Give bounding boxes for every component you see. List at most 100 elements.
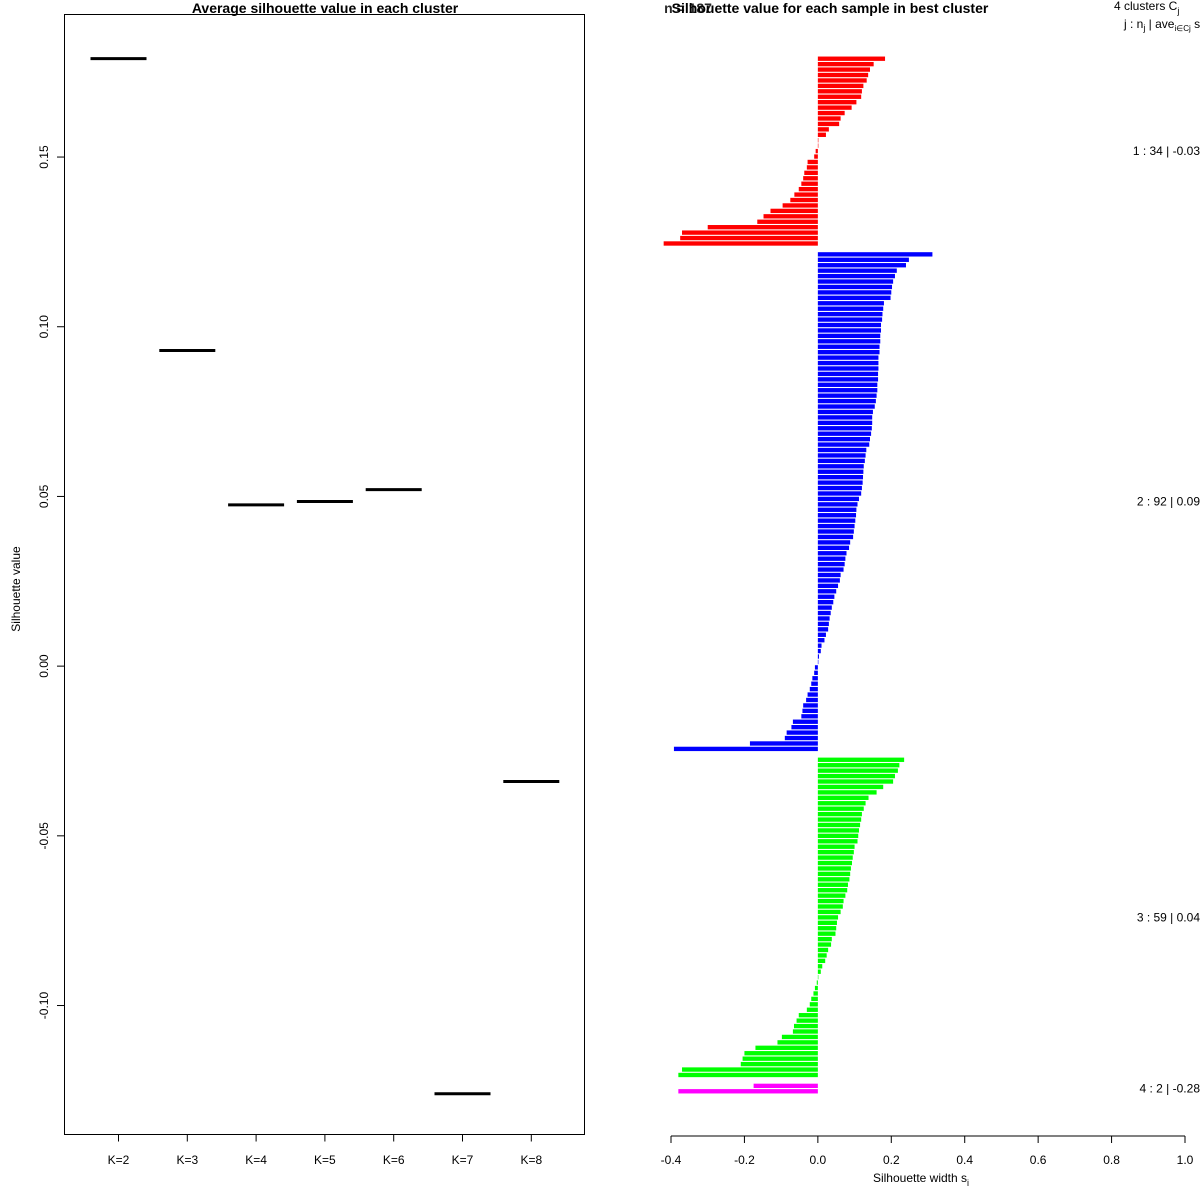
- sample-bar-cluster-3: [817, 795, 869, 800]
- sample-bar-cluster-1: [817, 138, 819, 143]
- sample-bar-cluster-2: [792, 719, 818, 724]
- left-y-tick-label: 0.05: [37, 484, 51, 508]
- sample-bar-cluster-3: [817, 882, 848, 887]
- sample-bar-cluster-1: [763, 214, 818, 219]
- right-x-tick-label: -0.2: [734, 1153, 755, 1167]
- sample-bar-cluster-2: [817, 578, 840, 583]
- sample-bar-cluster-2: [817, 638, 825, 643]
- sample-bar-cluster-2: [673, 746, 818, 752]
- sample-bar-cluster-2: [817, 350, 880, 355]
- left-x-tick-label: K=8: [520, 1153, 542, 1167]
- sample-bar-cluster-3: [817, 849, 854, 855]
- sample-bar-cluster-2: [809, 686, 818, 692]
- sample-bar-cluster-2: [803, 703, 818, 708]
- sample-bar-cluster-2: [812, 676, 818, 681]
- sample-bar-cluster-3: [796, 1018, 818, 1023]
- sample-bar-cluster-1: [807, 159, 818, 165]
- right-x-tick-label: -0.4: [661, 1153, 682, 1167]
- left-x-tick-label: K=6: [383, 1153, 405, 1167]
- sample-bar-cluster-2: [817, 311, 883, 317]
- sample-bar-cluster-2: [784, 735, 818, 741]
- sample-bar-cluster-3: [792, 1029, 818, 1034]
- sample-bar-cluster-1: [817, 67, 870, 72]
- sample-bar-cluster-2: [817, 447, 867, 453]
- sample-bar-cluster-1: [817, 94, 862, 99]
- sample-bar-cluster-2: [817, 643, 822, 648]
- sample-bar-cluster-2: [817, 621, 829, 627]
- sample-bar-cluster-3: [817, 790, 877, 795]
- sample-bar-cluster-2: [817, 306, 884, 311]
- sample-bar-cluster-3: [809, 1002, 818, 1007]
- sample-bar-cluster-3: [742, 1056, 818, 1061]
- sample-bar-cluster-3: [817, 828, 859, 833]
- sample-bar-cluster-2: [817, 502, 858, 507]
- sample-bar-cluster-1: [803, 176, 818, 181]
- sample-bar-cluster-2: [817, 290, 892, 295]
- sample-bar-cluster-2: [817, 605, 832, 610]
- sample-bar-cluster-1: [815, 148, 818, 154]
- sample-bar-cluster-1: [794, 192, 818, 197]
- sample-bar-cluster-3: [793, 1023, 818, 1029]
- sample-bar-cluster-2: [817, 518, 856, 523]
- sample-bar-cluster-2: [817, 523, 855, 529]
- sample-bar-cluster-2: [817, 545, 850, 551]
- sample-bar-cluster-3: [817, 773, 895, 779]
- sample-bar-cluster-2: [817, 513, 857, 518]
- sample-bar-cluster-2: [817, 279, 894, 284]
- sample-bar-cluster-1: [817, 110, 845, 116]
- sample-bar-cluster-2: [817, 404, 875, 409]
- sample-bar-cluster-1: [682, 230, 818, 235]
- sample-bar-cluster-3: [817, 871, 851, 877]
- sample-bar-cluster-3: [817, 898, 844, 904]
- sample-bar-cluster-1: [817, 83, 864, 89]
- sample-bar-cluster-1: [790, 197, 818, 203]
- right-x-tick-label: 0.4: [956, 1153, 973, 1167]
- right-x-axis: -0.4 -0.2 0.0 0.2 0.4 0.6 0.8 1.0: [661, 1135, 1194, 1167]
- sample-bar-cluster-2: [817, 263, 906, 268]
- sample-bar-cluster-3: [817, 936, 832, 942]
- sample-bar-cluster-2: [817, 610, 831, 616]
- right-x-tick-label: 0.6: [1030, 1153, 1047, 1167]
- left-y-tick-label: 0.00: [37, 654, 51, 678]
- sample-bar-cluster-2: [817, 420, 873, 426]
- sample-bar-cluster-2: [817, 328, 882, 333]
- sample-bar-cluster-1: [801, 181, 818, 186]
- sample-bar-cluster-1: [782, 203, 818, 208]
- sample-bar-cluster-3: [817, 757, 905, 762]
- right-silhouette-bars: [663, 56, 933, 1094]
- sample-bar-cluster-2: [817, 491, 862, 496]
- cluster-summary-2: 2 : 92 | 0.09: [1137, 495, 1200, 509]
- left-x-axis: K=2 K=3 K=4 K=5 K=6 K=7 K=8: [108, 1134, 542, 1167]
- sample-bar-cluster-2: [817, 551, 847, 556]
- right-x-axis-label: Silhouette width si: [873, 1171, 969, 1188]
- sample-bar-cluster-2: [817, 360, 879, 366]
- left-x-tick-label: K=4: [245, 1153, 267, 1167]
- sample-bar-cluster-3: [817, 931, 836, 936]
- sample-bar-cluster-2: [817, 485, 862, 491]
- left-plot-frame: [64, 14, 585, 1135]
- sample-bar-cluster-2: [811, 681, 818, 686]
- sample-bar-cluster-2: [817, 426, 872, 431]
- sample-bar-cluster-1: [804, 170, 818, 176]
- sample-bar-cluster-2: [817, 627, 829, 632]
- sample-bar-cluster-3: [817, 953, 827, 958]
- sample-bar-cluster-3: [816, 980, 818, 985]
- left-x-tick-label: K=5: [314, 1153, 336, 1167]
- left-y-tick-label: -0.10: [37, 992, 51, 1020]
- sample-bar-cluster-2: [817, 398, 876, 404]
- sample-bar-cluster-2: [817, 599, 834, 605]
- sample-bar-cluster-2: [817, 572, 841, 578]
- sample-bar-cluster-2: [817, 409, 873, 415]
- left-y-tick-label: 0.15: [37, 145, 51, 169]
- sample-bar-cluster-2: [817, 556, 846, 561]
- sample-bar-cluster-2: [817, 616, 830, 621]
- sample-bar-cluster-3: [817, 763, 900, 768]
- sample-bar-cluster-3: [817, 877, 850, 882]
- sample-bar-cluster-3: [682, 1067, 818, 1072]
- sample-bar-cluster-1: [757, 219, 818, 224]
- sample-bar-cluster-3: [817, 866, 851, 871]
- sample-bar-cluster-2: [817, 442, 870, 447]
- sample-bar-cluster-2: [817, 388, 878, 393]
- sample-bar-cluster-3: [798, 1013, 818, 1018]
- left-y-axis-label: Silhouette value: [9, 546, 23, 632]
